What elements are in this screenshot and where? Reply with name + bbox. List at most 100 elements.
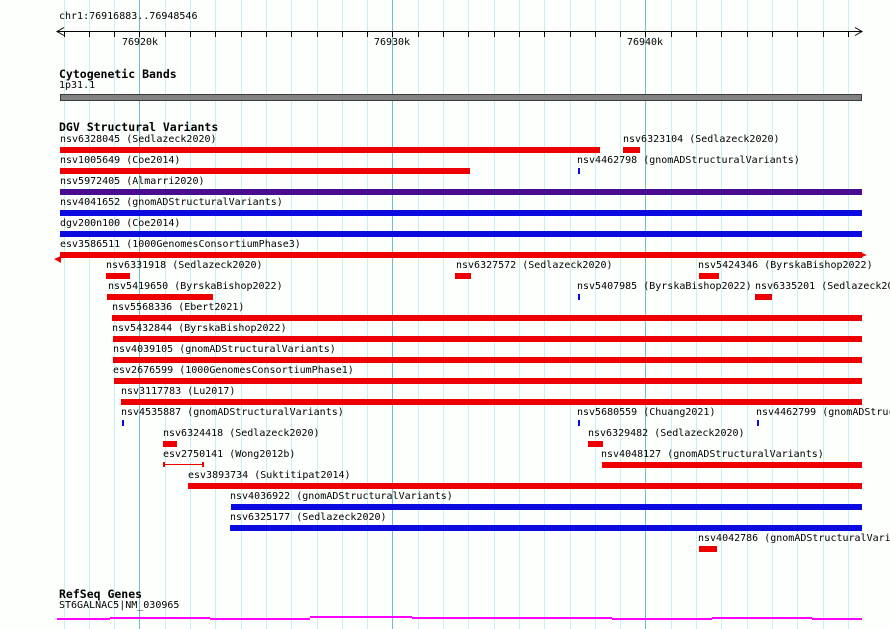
variant-label[interactable]: nsv4535887 (gnomADStructuralVariants) — [121, 407, 344, 418]
gridline-minor — [493, 0, 495, 629]
variant-label[interactable]: esv2750141 (Wong2012b) — [163, 449, 296, 460]
variant-label[interactable]: nsv1005649 (Coe2014) — [60, 155, 181, 166]
variant-bar[interactable] — [121, 399, 862, 405]
ruler-tick — [721, 32, 723, 37]
ruler-tick — [594, 32, 596, 37]
variant-label[interactable]: nsv4048127 (gnomADStructuralVariants) — [601, 449, 824, 460]
variant-bar[interactable] — [60, 231, 862, 237]
variant-label[interactable]: nsv6328045 (Sedlazeck2020) — [60, 134, 217, 145]
gene-intron-line[interactable] — [57, 618, 110, 620]
gridline-minor — [417, 0, 419, 629]
variant-label[interactable]: nsv5407985 (ByrskaBishop2022) — [577, 281, 752, 292]
variant-label[interactable]: nsv6323104 (Sedlazeck2020) — [623, 134, 780, 145]
variant-bar[interactable] — [60, 147, 600, 153]
gridline-minor — [569, 0, 571, 629]
gene-intron-line[interactable] — [712, 617, 812, 619]
variant-bar[interactable] — [114, 378, 862, 384]
variant-label[interactable]: nsv6327572 (Sedlazeck2020) — [456, 260, 613, 271]
variant-label[interactable]: nsv4041652 (gnomADStructuralVariants) — [60, 197, 283, 208]
variant-point-tick[interactable] — [578, 420, 580, 426]
variant-clip-right-arrow-icon — [862, 253, 867, 257]
variant-bar[interactable] — [455, 273, 471, 279]
variant-bar[interactable] — [60, 210, 862, 216]
variant-label[interactable]: nsv4042786 (gnomADStructuralVariants) — [698, 533, 890, 544]
gridline-minor — [544, 0, 546, 629]
ruler-tick — [417, 32, 419, 37]
variant-bar[interactable] — [188, 483, 862, 489]
variant-label[interactable]: nsv4039105 (gnomADStructuralVariants) — [113, 344, 336, 355]
gene-intron-line[interactable] — [310, 616, 412, 618]
variant-label[interactable]: nsv4462799 (gnomADStructuralVariants) — [756, 407, 890, 418]
gridline-minor — [316, 0, 318, 629]
ruler-tick — [696, 32, 697, 37]
variant-bar[interactable] — [60, 252, 862, 258]
variant-bar[interactable] — [623, 147, 640, 153]
gene-intron-line[interactable] — [412, 616, 508, 619]
variant-bar[interactable] — [588, 441, 603, 447]
variant-range-line[interactable] — [163, 464, 204, 465]
variant-bar[interactable] — [106, 273, 130, 279]
variant-label[interactable]: nsv5432844 (ByrskaBishop2022) — [112, 323, 287, 334]
variant-bar[interactable] — [230, 525, 862, 531]
ruler-tick — [164, 32, 166, 37]
gridline-minor — [721, 0, 723, 629]
ruler-tick — [620, 32, 622, 37]
variant-label[interactable]: esv2676599 (1000GenomesConsortiumPhase1) — [113, 365, 354, 376]
variant-bar[interactable] — [113, 336, 862, 342]
variant-bar[interactable] — [602, 462, 862, 468]
ruler-tick — [316, 32, 318, 37]
ruler-tick — [88, 32, 90, 37]
variant-bar[interactable] — [163, 441, 177, 447]
gridline-minor — [367, 0, 369, 629]
gridline-minor — [822, 0, 824, 629]
variant-label[interactable]: nsv3117783 (Lu2017) — [121, 386, 236, 397]
variant-label[interactable]: esv3893734 (Suktitipat2014) — [188, 470, 351, 481]
variant-bar[interactable] — [755, 294, 772, 300]
region-coordinates: chr1:76916883..76948546 — [59, 11, 198, 22]
variant-label[interactable]: dgv200n100 (Coe2014) — [60, 218, 181, 229]
variant-label[interactable]: nsv6331918 (Sedlazeck2020) — [106, 260, 263, 271]
variant-label[interactable]: nsv5680559 (Chuang2021) — [577, 407, 716, 418]
ruler-tick — [822, 32, 824, 37]
gridline-minor — [620, 0, 622, 629]
gridline-major — [139, 0, 141, 629]
gene-intron-line[interactable] — [508, 617, 612, 619]
variant-label[interactable]: nsv4462798 (gnomADStructuralVariants) — [577, 155, 800, 166]
variant-bar[interactable] — [107, 294, 213, 300]
gene-intron-line[interactable] — [210, 617, 310, 620]
variant-label[interactable]: nsv6329482 (Sedlazeck2020) — [588, 428, 745, 439]
gridline-minor — [443, 0, 444, 629]
gridline-minor — [88, 0, 90, 629]
variant-label[interactable]: nsv5568336 (Ebert2021) — [112, 302, 245, 313]
variant-label[interactable]: nsv6335201 (Sedlazeck2020) — [755, 281, 890, 292]
gridline-minor — [518, 0, 520, 629]
gridline-minor — [341, 0, 343, 629]
variant-label[interactable]: nsv6325177 (Sedlazeck2020) — [230, 512, 387, 523]
gene-intron-line[interactable] — [110, 616, 210, 619]
ruler-tick — [265, 32, 267, 37]
ruler-tick — [392, 32, 394, 37]
variant-bar[interactable] — [699, 273, 719, 279]
variant-point-tick[interactable] — [578, 294, 580, 300]
variant-clip-left-arrow-icon — [54, 256, 61, 263]
gridline-minor — [594, 0, 596, 629]
variant-bar[interactable] — [113, 357, 862, 363]
variant-point-tick[interactable] — [578, 168, 580, 174]
variant-bar[interactable] — [60, 189, 862, 195]
variant-bar[interactable] — [112, 315, 862, 321]
variant-label[interactable]: nsv5972405 (Almarri2020) — [60, 176, 205, 187]
variant-label[interactable]: nsv5424346 (ByrskaBishop2022) — [698, 260, 873, 271]
variant-point-tick[interactable] — [757, 420, 759, 426]
variant-label[interactable]: nsv5419650 (ByrskaBishop2022) — [108, 281, 283, 292]
variant-bar[interactable] — [699, 546, 717, 552]
gene-name-label[interactable]: ST6GALNAC5|NM_030965 — [59, 600, 180, 611]
variant-bar[interactable] — [231, 504, 862, 510]
variant-point-tick[interactable] — [122, 420, 124, 426]
ruler-tick — [797, 32, 799, 37]
gene-intron-line[interactable] — [612, 617, 712, 620]
variant-label[interactable]: nsv6324418 (Sedlazeck2020) — [163, 428, 320, 439]
gene-intron-line[interactable] — [812, 618, 862, 620]
variant-bar[interactable] — [60, 168, 470, 174]
variant-label[interactable]: nsv4036922 (gnomADStructuralVariants) — [230, 491, 453, 502]
variant-label[interactable]: esv3586511 (1000GenomesConsortiumPhase3) — [60, 239, 301, 250]
